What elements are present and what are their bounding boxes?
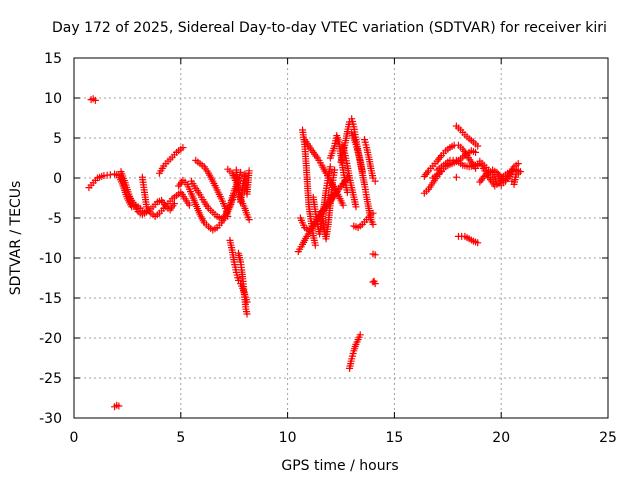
data-point [115, 402, 123, 410]
data-point [474, 142, 482, 150]
grid [74, 58, 608, 418]
data-point [339, 201, 347, 209]
x-axis-label: GPS time / hours [281, 458, 398, 474]
data-point [452, 173, 460, 181]
x-tick-label: 5 [176, 430, 185, 446]
y-tick-label: 15 [44, 51, 62, 67]
data-point [106, 171, 114, 179]
chart-title: Day 172 of 2025, Sidereal Day-to-day VTE… [52, 20, 607, 36]
y-tick-label: -5 [48, 211, 62, 227]
data-point [243, 310, 251, 318]
data-point [245, 167, 253, 175]
data-point [326, 163, 334, 171]
data-point [514, 160, 522, 168]
data-markers [85, 95, 524, 411]
x-tick-label: 10 [279, 430, 297, 446]
x-tick-label: 20 [492, 430, 510, 446]
axis-ticks: 0 5 10 15 20 25 -30 -25 -20 -15 -10 -5 0 5 10 15 [39, 51, 617, 446]
data-point [331, 166, 339, 174]
data-point [370, 277, 378, 285]
y-tick-label: -15 [39, 291, 62, 307]
data-point [508, 167, 516, 175]
x-tick-label: 15 [385, 430, 403, 446]
x-tick-label: 0 [70, 430, 79, 446]
data-point [245, 216, 253, 224]
data-point [472, 148, 480, 156]
data-point [356, 331, 364, 339]
y-tick-label: 0 [53, 171, 62, 187]
data-point [371, 251, 379, 259]
data-point [369, 220, 377, 228]
data-point [170, 200, 178, 208]
x-tick-label: 25 [599, 430, 617, 446]
y-tick-label: -20 [39, 331, 62, 347]
y-tick-label: 10 [44, 91, 62, 107]
data-point [474, 239, 482, 247]
data-point [516, 168, 524, 176]
data-point [179, 144, 187, 152]
plot-frame [73, 57, 609, 419]
y-axis-label: SDTVAR / TECUs [8, 181, 24, 296]
data-point [371, 177, 379, 185]
data-point [369, 209, 377, 217]
y-tick-label: -10 [39, 251, 62, 267]
data-point [91, 96, 99, 104]
data-point [311, 241, 319, 249]
y-tick-label: -25 [39, 371, 62, 387]
y-tick-label: 5 [53, 131, 62, 147]
y-tick-label: -30 [39, 411, 62, 427]
data-point [185, 201, 193, 209]
data-point [352, 203, 360, 211]
